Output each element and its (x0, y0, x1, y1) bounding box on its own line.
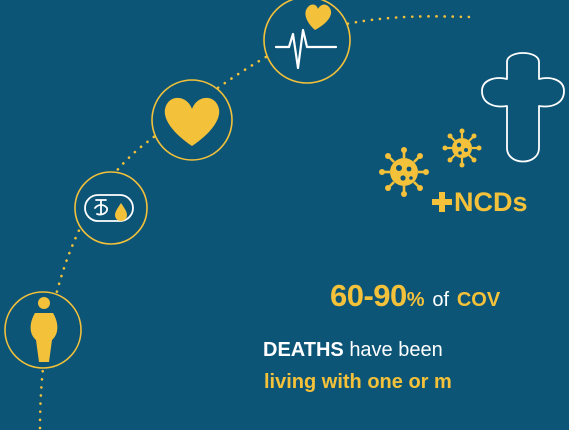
obesity-icon (4, 291, 82, 369)
percent-sign: % (406, 289, 425, 311)
deaths-word: DEATHS (263, 339, 344, 361)
of-word: of (432, 289, 450, 311)
ncd-label: NCDs (454, 187, 528, 217)
virus-icon (379, 128, 482, 197)
headline-line-2: DEATHS have been (263, 340, 443, 360)
dotted-arc (38, 15, 472, 430)
diabetes-icon (74, 171, 148, 245)
headline-line-1: 60-90% of COV (330, 280, 500, 311)
percent-range: 60-90 (330, 278, 407, 313)
heartbeat-icon (263, 0, 351, 84)
headline-line-3: living with one or m (264, 371, 452, 393)
heart-icon (151, 79, 233, 161)
covid-word: COV (456, 289, 501, 311)
plus-icon (432, 192, 452, 212)
cross-icon (481, 52, 565, 163)
have-been-text: have been (349, 339, 443, 361)
